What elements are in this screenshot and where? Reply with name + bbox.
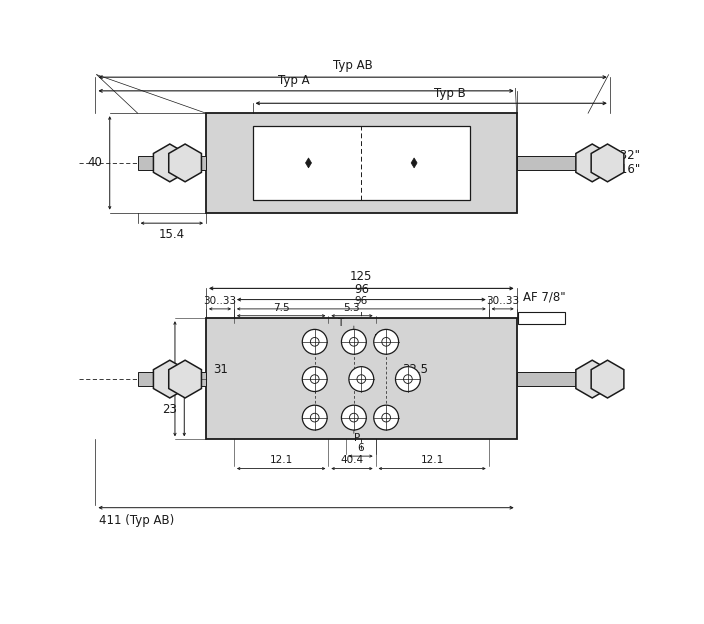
Text: Typ AB: Typ AB bbox=[333, 59, 372, 72]
Circle shape bbox=[403, 375, 413, 383]
Text: 96: 96 bbox=[355, 296, 368, 306]
Text: 96: 96 bbox=[354, 283, 369, 296]
Circle shape bbox=[341, 329, 366, 354]
Text: B: B bbox=[374, 334, 381, 344]
Bar bbox=[138, 373, 206, 386]
Text: 40.4: 40.4 bbox=[341, 456, 363, 466]
Text: 5.3: 5.3 bbox=[344, 303, 360, 313]
Text: 32.5: 32.5 bbox=[402, 363, 428, 376]
Polygon shape bbox=[153, 360, 186, 398]
Text: P: P bbox=[354, 432, 360, 442]
Circle shape bbox=[374, 329, 398, 354]
Text: Typ B: Typ B bbox=[434, 87, 466, 100]
Bar bbox=[517, 373, 585, 386]
Circle shape bbox=[382, 413, 391, 422]
Bar bbox=[517, 156, 585, 170]
Text: 40: 40 bbox=[87, 157, 102, 169]
Text: 23: 23 bbox=[162, 402, 177, 416]
Text: AF 5/32": AF 5/32" bbox=[590, 149, 640, 162]
Polygon shape bbox=[591, 144, 624, 182]
Circle shape bbox=[349, 338, 358, 346]
Text: 6: 6 bbox=[358, 443, 364, 453]
Bar bbox=[206, 318, 517, 439]
Polygon shape bbox=[169, 360, 201, 398]
Bar bbox=[138, 156, 206, 170]
Polygon shape bbox=[169, 144, 201, 182]
Bar bbox=[206, 113, 517, 213]
Circle shape bbox=[374, 405, 398, 430]
Circle shape bbox=[302, 405, 327, 430]
Polygon shape bbox=[153, 144, 186, 182]
Polygon shape bbox=[576, 144, 608, 182]
Circle shape bbox=[310, 375, 319, 383]
Text: T: T bbox=[337, 318, 344, 328]
Circle shape bbox=[382, 338, 391, 346]
Polygon shape bbox=[306, 158, 311, 168]
Polygon shape bbox=[411, 158, 417, 168]
Text: Typ A: Typ A bbox=[278, 74, 310, 87]
Text: AF 7/8": AF 7/8" bbox=[523, 291, 565, 304]
Circle shape bbox=[310, 413, 319, 422]
Text: 7.5: 7.5 bbox=[273, 303, 289, 313]
Circle shape bbox=[302, 367, 327, 391]
Text: 125: 125 bbox=[350, 270, 372, 283]
Text: 411 (Typ AB): 411 (Typ AB) bbox=[99, 514, 174, 527]
Text: 25Nm: 25Nm bbox=[524, 312, 560, 324]
Text: 15.4: 15.4 bbox=[159, 228, 185, 241]
Circle shape bbox=[396, 367, 420, 391]
Bar bbox=[253, 125, 470, 200]
Circle shape bbox=[341, 405, 366, 430]
Text: 30..33: 30..33 bbox=[203, 296, 237, 306]
Polygon shape bbox=[576, 360, 608, 398]
Text: 46: 46 bbox=[153, 373, 168, 385]
Circle shape bbox=[357, 375, 365, 383]
Text: 31: 31 bbox=[213, 363, 228, 376]
Polygon shape bbox=[591, 360, 624, 398]
Text: 12.1: 12.1 bbox=[420, 456, 444, 466]
Text: AF 9/16": AF 9/16" bbox=[590, 163, 640, 175]
Circle shape bbox=[349, 413, 358, 422]
Bar bbox=[518, 312, 565, 324]
Circle shape bbox=[310, 338, 319, 346]
Circle shape bbox=[349, 367, 374, 391]
Text: 12.1: 12.1 bbox=[270, 456, 293, 466]
Circle shape bbox=[302, 329, 327, 354]
Text: 30..33: 30..33 bbox=[486, 296, 520, 306]
